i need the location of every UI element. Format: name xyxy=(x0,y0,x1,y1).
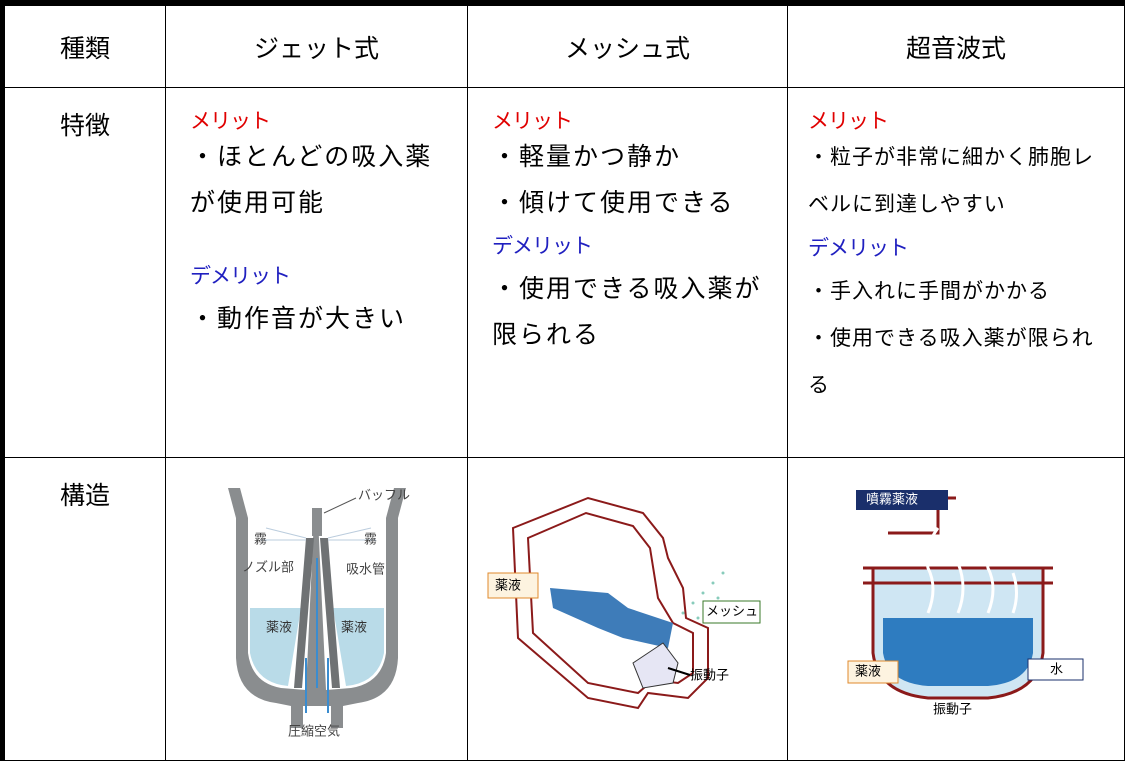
merit-item: ・粒子が非常に細かく肺胞レベルに到達しやすい xyxy=(808,145,1094,216)
row-label: 特徴 xyxy=(2,87,166,458)
diagram-label: バッフル xyxy=(358,489,410,504)
feature-content: メリット・軽量かつ静か・傾けて使用できるデメリット・使用できる吸入薬が限られる xyxy=(468,88,787,358)
rim xyxy=(863,566,1053,585)
ultrasonic-diagram: 噴霧薬液 薬液 水 振動子 xyxy=(847,490,1084,718)
vibrator xyxy=(632,642,679,689)
demerit-item: ・手入れに手間がかかる xyxy=(808,279,1050,303)
liquid xyxy=(550,588,673,648)
diagram-label: 吸水管 xyxy=(346,563,385,578)
leader xyxy=(323,497,357,514)
demerit-label: デメリット xyxy=(190,264,291,288)
demerit-item: ・使用できる吸入薬が限られる xyxy=(492,274,762,349)
air-arrows xyxy=(305,558,329,713)
baffle xyxy=(312,508,322,536)
merit-label: メリット xyxy=(808,109,889,133)
demerit-label: デメリット xyxy=(808,236,909,260)
header-cell: 種類 xyxy=(2,2,166,88)
diagram-label: 圧縮空気 xyxy=(288,724,340,740)
feature-content: メリット・粒子が非常に細かく肺胞レベルに到達しやすいデメリット・手入れに手間がか… xyxy=(788,88,1124,409)
label-box xyxy=(847,660,899,684)
liquid xyxy=(333,608,384,686)
feature-cell: メリット・軽量かつ静か・傾けて使用できるデメリット・使用できる吸入薬が限られる xyxy=(467,87,788,458)
label-box xyxy=(487,572,539,599)
device-inner xyxy=(526,511,694,695)
diagram-cell: 薬液 メッシュ 振動子 xyxy=(467,457,788,761)
feature-cell: メリット・粒子が非常に細かく肺胞レベルに到達しやすいデメリット・手入れに手間がか… xyxy=(787,87,1125,458)
header-row: 種類 ジェット式 メッシュ式 超音波式 xyxy=(2,2,1125,88)
label-box xyxy=(856,490,948,510)
diagram-label: 霧 xyxy=(254,533,267,548)
diagram-label: 噴霧薬液 xyxy=(866,493,918,508)
leader xyxy=(667,667,691,676)
diagram-cell: バッフル 霧 霧 ノズル部 吸水管 薬液 薬液 圧縮空気 xyxy=(165,457,468,761)
mist xyxy=(261,527,376,541)
liquid xyxy=(250,608,301,686)
merit-item: ・軽量かつ静か xyxy=(492,142,682,171)
feature-content: メリット・ほとんどの吸入薬が使用可能デメリット・動作音が大きい xyxy=(166,88,467,342)
demerit-item: ・使用できる吸入薬が限られる xyxy=(808,326,1094,397)
merit-item: ・傾けて使用できる xyxy=(492,188,735,217)
jet-diagram: バッフル 霧 霧 ノズル部 吸水管 薬液 薬液 圧縮空気 xyxy=(228,488,410,740)
merit-item: ・ほとんどの吸入薬が使用可能 xyxy=(190,142,433,217)
device-outline xyxy=(511,496,709,710)
diagram-label: 水 xyxy=(1050,663,1063,678)
diagram-label: 霧 xyxy=(364,533,377,548)
mist xyxy=(925,522,1018,614)
structure-row: 構造 バッフル 霧 霧 ノズル部 吸水管 薬液 薬液 圧縮空気 xyxy=(2,457,1125,761)
diagram-label: メッシュ xyxy=(706,605,758,620)
header-cell: ジェット式 xyxy=(165,2,468,88)
header-cell: 超音波式 xyxy=(787,2,1125,88)
header-cell: メッシュ式 xyxy=(467,2,788,88)
feature-cell: メリット・ほとんどの吸入薬が使用可能デメリット・動作音が大きい xyxy=(165,87,468,458)
label-box xyxy=(1027,658,1084,681)
diagram-label: ノズル部 xyxy=(242,560,294,576)
demerit-item: ・動作音が大きい xyxy=(190,304,407,333)
diagram-label: 薬液 xyxy=(855,665,881,680)
diagram-label: 薬液 xyxy=(495,579,521,594)
diagram-cell: 噴霧薬液 薬液 水 振動子 xyxy=(787,457,1125,761)
mesh-diagram: 薬液 メッシュ 振動子 xyxy=(487,496,761,710)
diagram-label: 振動子 xyxy=(933,703,972,718)
nozzle xyxy=(294,538,340,688)
features-row: 特徴 メリット・ほとんどの吸入薬が使用可能デメリット・動作音が大きい メリット・… xyxy=(2,87,1125,458)
demerit-label: デメリット xyxy=(492,234,593,258)
diagram-label: 薬液 xyxy=(341,621,367,636)
diagram-label: 振動子 xyxy=(690,669,729,684)
diagram-label: 薬液 xyxy=(266,621,292,636)
row-label: 構造 xyxy=(2,457,166,761)
label-box xyxy=(702,600,761,624)
liquid xyxy=(883,618,1033,686)
merit-label: メリット xyxy=(190,109,271,133)
merit-label: メリット xyxy=(492,109,573,133)
